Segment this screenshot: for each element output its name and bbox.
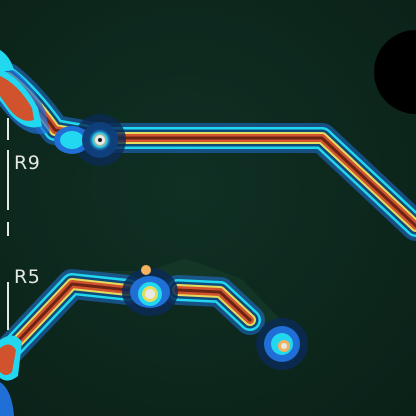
upper-via-icon <box>54 114 126 166</box>
mounting-hole-icon <box>374 30 416 114</box>
silkscreen-label-r5: R5 <box>14 266 41 288</box>
silkscreen-label-r9: R9 <box>14 152 41 174</box>
solder-pad-icon <box>256 318 308 370</box>
bottom-left-pad <box>0 335 22 416</box>
lower-trace <box>0 269 265 375</box>
r9-pad <box>0 50 50 135</box>
lower-via-icon <box>122 265 178 316</box>
